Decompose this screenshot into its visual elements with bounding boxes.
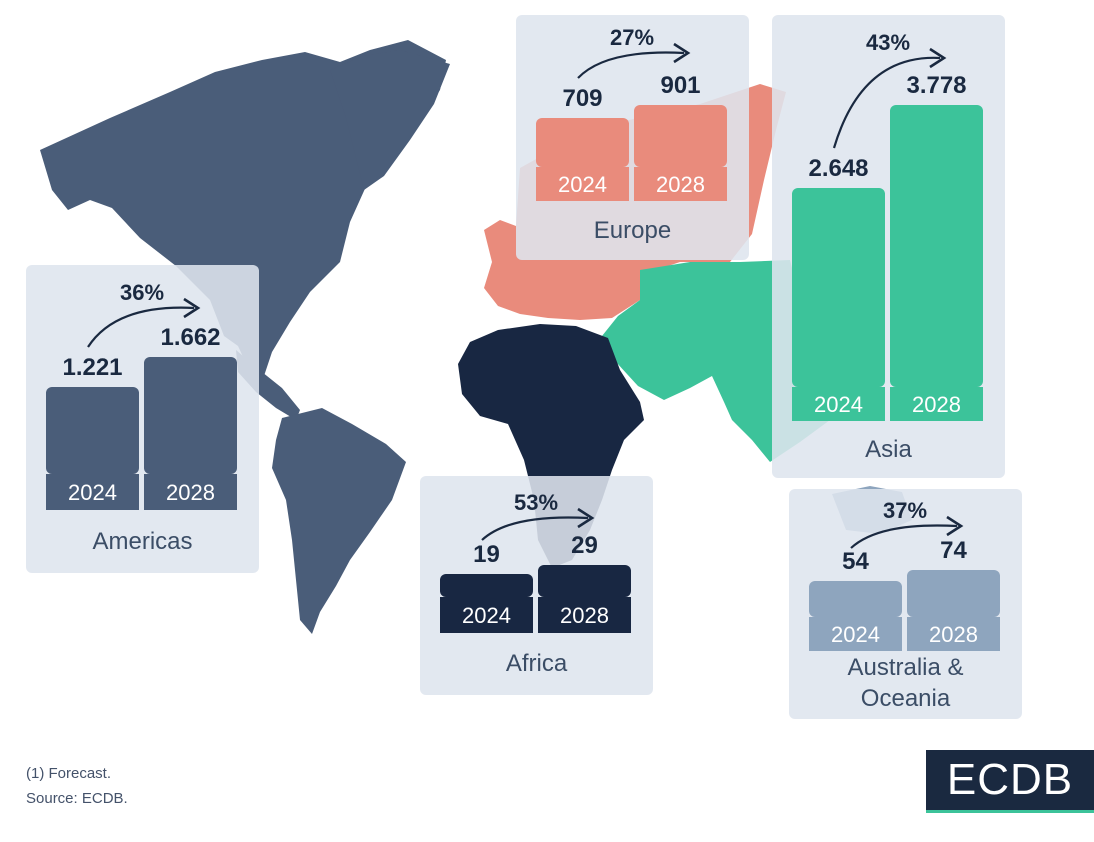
americas-bar-2028 (144, 357, 237, 474)
asia-region-name: Asia (865, 436, 912, 463)
asia-category-label-2024: 2024 (814, 392, 863, 417)
australia-oceania-growth-label: 37% (883, 498, 927, 523)
europe-category-label-2028: 2028 (656, 172, 705, 197)
africa-value-label-2028: 29 (571, 532, 598, 559)
americas-panel: 2024 1.221 2028 1.662 36% Americas (26, 265, 259, 573)
americas-bar-label-bg-2024 (46, 474, 139, 510)
asia-value-label-2028: 3.778 (906, 72, 966, 99)
north-america-shape (40, 40, 446, 382)
africa-bar-label-bg-2024 (440, 597, 533, 633)
oceania-region-name-line1: Australia & (847, 654, 964, 681)
asia-growth-arrowhead (929, 47, 947, 69)
australia-oceania-bar-label-bg-2028 (907, 617, 1000, 651)
asia-bar-label-bg-2028 (890, 387, 983, 421)
africa-bar-chart: 2024 19 2028 29 53% (440, 490, 631, 633)
africa-bar-2028 (538, 565, 631, 597)
south-america-shape (272, 408, 406, 634)
europe-panel: 2024 709 2028 901 27% Europe (516, 15, 749, 260)
americas-category-label-2028: 2028 (166, 480, 215, 505)
africa-value-label-2024: 19 (473, 541, 500, 568)
europe-bar-2028 (634, 105, 727, 167)
asia-bar-2028 (890, 105, 983, 387)
americas-region-name: Americas (92, 528, 193, 555)
australia-oceania-value-label-2028: 74 (940, 537, 967, 564)
africa-category-label-2028: 2028 (560, 603, 609, 628)
americas-value-label-2028: 1.662 (160, 324, 220, 351)
americas-bar-chart: 2024 1.221 2028 1.662 36% (46, 280, 237, 510)
europe-category-label-2024: 2024 (558, 172, 607, 197)
europe-growth-label: 27% (610, 25, 654, 50)
europe-region-name: Europe (593, 217, 672, 244)
europe-bar-label-bg-2024 (536, 167, 629, 201)
africa-growth-label: 53% (514, 490, 558, 515)
africa-panel: 2024 19 2028 29 53% Africa (420, 476, 653, 695)
asia-category-label-2028: 2028 (912, 392, 961, 417)
europe-value-label-2028: 901 (660, 72, 700, 99)
australia-oceania-bar-2024 (809, 581, 902, 617)
americas-growth-arrow (87, 306, 195, 348)
asia-value-label-2024: 2.648 (808, 155, 868, 182)
asia-growth-arrow (832, 56, 941, 149)
africa-region-name: Africa (505, 650, 568, 677)
oceania-region-name-line2: Oceania (860, 685, 951, 712)
americas-growth-label: 36% (120, 280, 164, 305)
europe-bar-label-bg-2028 (634, 167, 727, 201)
americas-value-label-2024: 1.221 (62, 354, 122, 381)
australia-oceania-category-label-2024: 2024 (831, 622, 880, 647)
europe-value-label-2024: 709 (562, 85, 602, 112)
americas-bar-2024 (46, 387, 139, 474)
footnote-source: Source: ECDB. (26, 790, 128, 807)
africa-bar-label-bg-2028 (538, 597, 631, 633)
greenland-shape (330, 50, 450, 190)
europe-growth-arrow (577, 51, 685, 79)
australia-oceania-category-label-2028: 2028 (929, 622, 978, 647)
asia-growth-label: 43% (866, 30, 910, 55)
asia-panel: 2024 2.648 2028 3.778 43% Asia (772, 15, 1005, 478)
oceania-bar-chart: 2024 54 2028 74 37% (809, 498, 1000, 651)
africa-growth-arrowhead (577, 507, 595, 529)
australia-oceania-value-label-2024: 54 (842, 548, 869, 575)
australia-oceania-bar-2028 (907, 570, 1000, 617)
africa-bar-2024 (440, 574, 533, 597)
asia-bar-2024 (792, 188, 885, 387)
australia-oceania-growth-arrowhead (946, 515, 964, 537)
asia-bar-chart: 2024 2.648 2028 3.778 43% (792, 30, 983, 421)
footnote-forecast: (1) Forecast. (26, 765, 112, 782)
australia-oceania-growth-arrow (850, 524, 958, 549)
europe-bar-2024 (536, 118, 629, 167)
americas-category-label-2024: 2024 (68, 480, 117, 505)
oceania-panel: 2024 54 2028 74 37% Australia & Oceania (789, 489, 1022, 719)
ecdb-logo: ECDB (926, 750, 1094, 813)
asia-bar-label-bg-2024 (792, 387, 885, 421)
africa-category-label-2024: 2024 (462, 603, 511, 628)
africa-growth-arrow (481, 516, 589, 541)
australia-oceania-bar-label-bg-2024 (809, 617, 902, 651)
americas-growth-arrowhead (183, 297, 201, 319)
europe-growth-arrowhead (673, 42, 691, 64)
americas-bar-label-bg-2028 (144, 474, 237, 510)
